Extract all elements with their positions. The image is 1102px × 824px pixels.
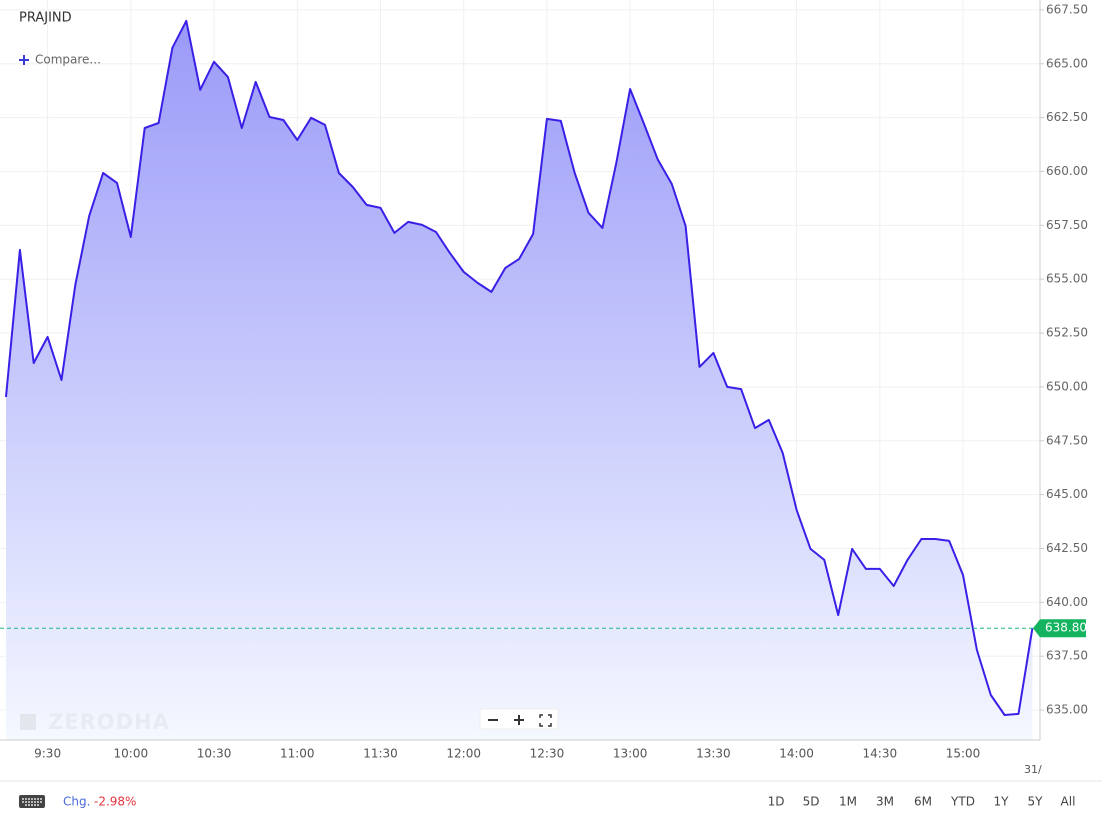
last-price-tag <box>1033 619 1086 638</box>
range-buttons: 1D 5D 1M 3M 6M YTD 1Y 5Y All <box>768 795 1076 809</box>
y-tick-label: 640.00 <box>1046 595 1088 609</box>
range-button[interactable]: 5D <box>803 795 820 809</box>
y-tick-label: 637.50 <box>1046 649 1088 663</box>
y-tick-label: 657.50 <box>1046 218 1088 232</box>
y-tick-label: 642.50 <box>1046 541 1088 555</box>
area-fill <box>6 20 1033 740</box>
y-tick-label: 647.50 <box>1046 433 1088 447</box>
plot <box>5 19 1034 740</box>
compare-label[interactable]: Compare... <box>35 53 101 67</box>
range-button[interactable]: All <box>1061 795 1076 809</box>
x-tick-label: 11:30 <box>363 747 398 761</box>
x-tick-label: 13:00 <box>613 747 648 761</box>
y-tick-label: 667.50 <box>1046 2 1088 16</box>
zoom-in[interactable] <box>514 715 524 725</box>
y-tick-label: 652.50 <box>1046 326 1088 340</box>
y-tick-label: 635.00 <box>1046 703 1088 717</box>
y-tick-label: 650.00 <box>1046 379 1088 393</box>
watermark: ZERODHA <box>20 710 170 734</box>
compare-button[interactable]: Compare... <box>19 53 101 67</box>
plus-icon <box>19 55 29 65</box>
fullscreen[interactable] <box>539 714 552 727</box>
range-button[interactable]: YTD <box>950 795 975 809</box>
watermark-text: ZERODHA <box>48 710 170 734</box>
last-price-label: 638.80 <box>1045 621 1087 635</box>
symbol[interactable]: PRAJIND <box>19 11 72 26</box>
x-tick-label: 11:00 <box>280 747 315 761</box>
x-tick-label: 10:00 <box>114 747 149 761</box>
logo <box>20 714 36 730</box>
y-tick-label: 662.50 <box>1046 110 1088 124</box>
x-tick-label: 15:00 <box>946 747 981 761</box>
x-tick-label: 14:30 <box>863 747 898 761</box>
x-tick-label: 9:30 <box>34 747 61 761</box>
y-tick-label: 645.00 <box>1046 487 1088 501</box>
price-line <box>5 19 1034 716</box>
y-tick-label: 655.00 <box>1046 272 1088 286</box>
y-tick-label: 665.00 <box>1046 56 1088 70</box>
x-tick-label: 10:30 <box>197 747 232 761</box>
x-tick-label: 13:30 <box>696 747 731 761</box>
y-tick-label: 660.00 <box>1046 164 1088 178</box>
change-value: -2.98% <box>94 795 136 809</box>
range-button[interactable]: 3M <box>876 795 894 809</box>
range-button[interactable]: 1D <box>768 795 785 809</box>
range-button[interactable]: 1M <box>839 795 857 809</box>
date-label: 31/ <box>1024 763 1042 776</box>
x-tick-label: 14:00 <box>779 747 814 761</box>
range-button[interactable]: 5Y <box>1028 795 1044 809</box>
range-button[interactable]: 6M <box>914 795 932 809</box>
x-tick-label: 12:00 <box>446 747 481 761</box>
range-button[interactable]: 1Y <box>994 795 1010 809</box>
x-tick-label: 12:30 <box>530 747 565 761</box>
keyboard-icon[interactable] <box>19 795 45 808</box>
zoom-controls <box>479 708 559 730</box>
change-label: Chg. <box>63 795 90 809</box>
